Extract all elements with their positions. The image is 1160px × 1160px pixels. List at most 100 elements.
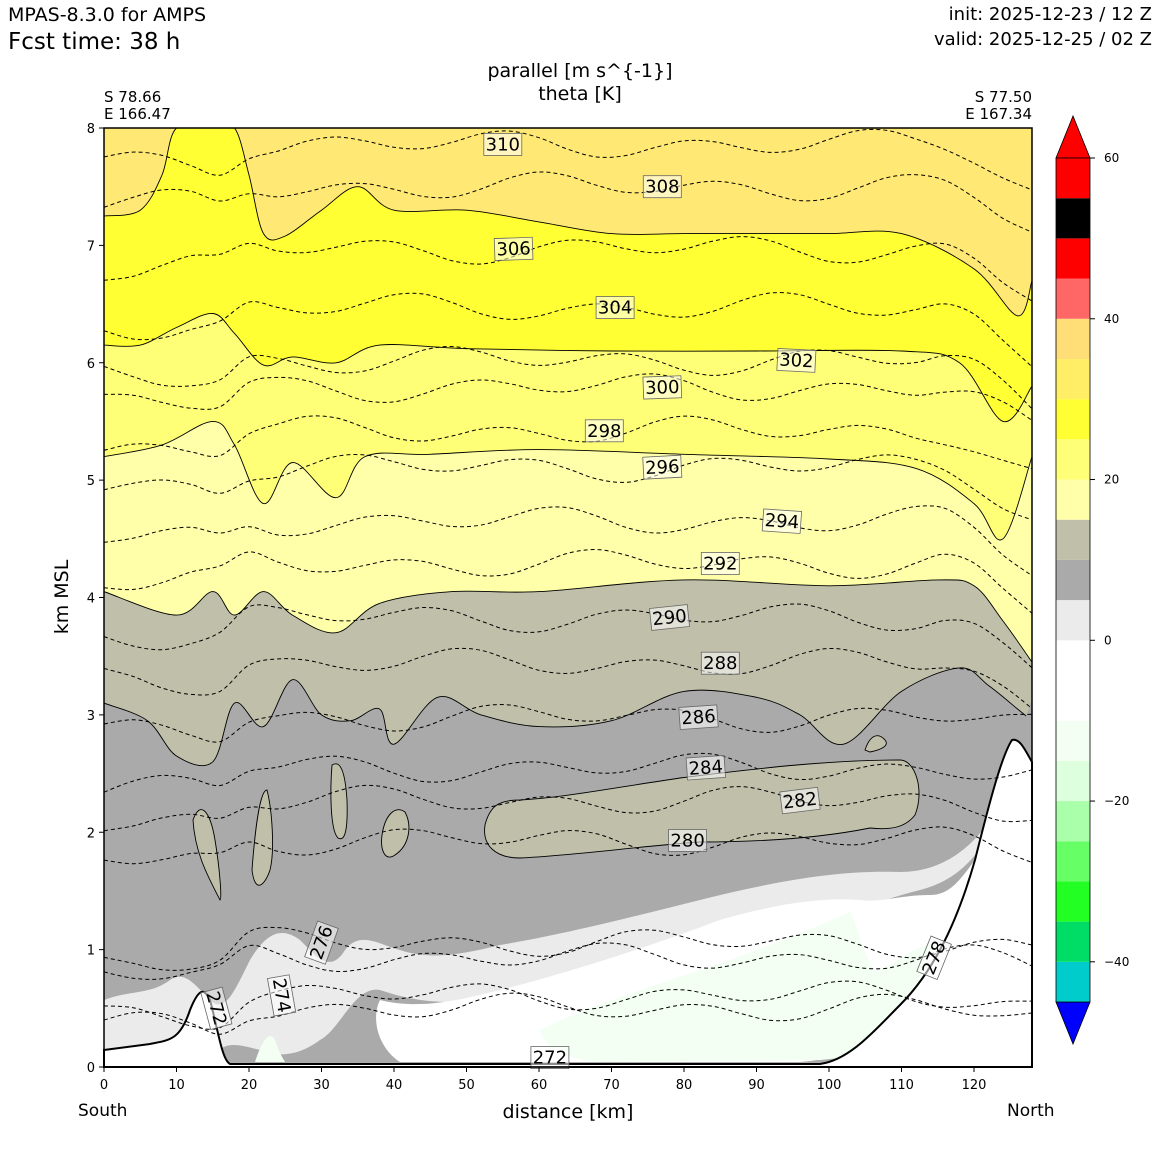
theta-label-box — [267, 974, 297, 1017]
theta-label-box — [700, 552, 740, 575]
theta-label-text: 294 — [764, 510, 800, 533]
wind-blob-5 — [484, 759, 920, 859]
colorbar-segment — [1056, 801, 1090, 842]
theta-label-box — [493, 236, 534, 261]
left-endpoint-lon: E 166.47 — [104, 105, 171, 123]
theta-label-box — [200, 986, 233, 1030]
colorbar-segment — [1056, 961, 1090, 1002]
y-tick-label: 0 — [87, 1061, 95, 1076]
theta-label-box — [642, 175, 682, 199]
theta-label-box — [668, 829, 707, 852]
colorbar: 60 40 20 0 −20 −40 — [1055, 114, 1129, 1046]
theta-label-text: 282 — [782, 789, 819, 814]
theta-contour-288 — [104, 647, 1032, 709]
wind-blob-4 — [381, 809, 410, 858]
x-tick-label: 100 — [817, 1078, 842, 1093]
theta-label-box — [916, 935, 952, 981]
theta-label-286: 286 — [678, 704, 719, 730]
chart-subtitle: theta [K] — [538, 83, 622, 105]
colorbar-tick-label: 40 — [1104, 312, 1119, 326]
chart-title: parallel [m s^{-1}] — [487, 60, 673, 82]
theta-contour-278 — [104, 942, 1032, 980]
colorbar-tick-label: −20 — [1104, 794, 1129, 808]
wind-band-10-15 — [104, 790, 1005, 1055]
theta-label-box — [649, 604, 690, 631]
theta-label-box — [304, 920, 339, 965]
colorbar-tick-label: 60 — [1104, 151, 1119, 165]
theta-label-text: 292 — [703, 554, 737, 575]
theta-label-box — [642, 375, 683, 400]
theta-label-296: 296 — [642, 454, 683, 480]
wind-blob-1 — [192, 809, 222, 901]
theta-contour-290 — [104, 603, 1032, 669]
theta-label-text: 284 — [688, 757, 724, 780]
theta-label-text: 280 — [670, 831, 704, 852]
theta-label-box — [779, 786, 821, 815]
x-tick-label: 50 — [458, 1078, 475, 1093]
theta-contour-296 — [104, 454, 1032, 521]
theta-label-288: 288 — [700, 651, 740, 675]
theta-label-298: 298 — [584, 419, 624, 443]
y-tick-label: 4 — [87, 592, 95, 607]
theta-label-text: 272 — [533, 1048, 567, 1069]
theta-contour-308 — [104, 171, 1032, 233]
y-tick-label: 5 — [87, 474, 95, 489]
theta-label-294: 294 — [761, 508, 803, 534]
wind-blob-2 — [251, 789, 273, 886]
wind-band-15-20 — [104, 700, 1032, 1032]
theta-label-280: 280 — [668, 829, 707, 852]
x-tick-label: 70 — [603, 1078, 620, 1093]
theta-label-box — [530, 1046, 570, 1069]
x-tick-label: 110 — [889, 1078, 914, 1093]
wind-band-neg-5-small — [255, 1036, 285, 1062]
forecast-time: Fcst time: 38 h — [8, 29, 181, 55]
theta-label-292: 292 — [700, 552, 740, 575]
theta-label-text: 298 — [587, 421, 621, 442]
theta-label-282: 282 — [779, 786, 821, 815]
theta-label-text: 288 — [703, 653, 737, 674]
theta-label-310: 310 — [483, 132, 523, 156]
colorbar-segment — [1056, 921, 1090, 962]
init-time: init: 2025-12-23 / 12 Z — [948, 4, 1152, 25]
theta-label-text: 290 — [651, 606, 687, 630]
x-tick-label: 40 — [386, 1078, 403, 1093]
colorbar-frame — [1055, 157, 1091, 1003]
theta-label-text: 304 — [598, 298, 632, 319]
y-tick-label: 8 — [87, 122, 95, 137]
x-tick-label: 60 — [531, 1078, 548, 1093]
theta-contour-284 — [104, 752, 1032, 793]
wind-band-35-45 — [104, 128, 1032, 317]
theta-contour-282 — [104, 784, 1032, 832]
colorbar-tick-label: 0 — [1104, 633, 1112, 647]
colorbar-segment — [1056, 841, 1090, 882]
colorbar-segment — [1056, 318, 1090, 359]
wind-band-neg-5 — [540, 912, 935, 1062]
y-tick-label: 6 — [87, 357, 95, 372]
theta-label-text: 286 — [681, 706, 717, 729]
theta-label-text: 308 — [645, 177, 679, 198]
theta-label-text: 302 — [779, 350, 814, 373]
y-tick-label: 7 — [87, 239, 95, 254]
model-title: MPAS-8.3.0 for AMPS — [8, 4, 207, 26]
colorbar-segment — [1056, 640, 1090, 681]
colorbar-segment — [1056, 720, 1090, 761]
theta-label-text: 300 — [645, 377, 680, 399]
colorbar-tick-label: 20 — [1104, 473, 1119, 487]
north-label: North — [1007, 1101, 1055, 1121]
theta-label-302: 302 — [776, 348, 817, 373]
right-endpoint-lat: S 77.50 — [974, 88, 1032, 106]
theta-label-box — [678, 704, 719, 730]
theta-label-290: 290 — [649, 604, 690, 631]
theta-label-box — [685, 754, 726, 781]
theta-contour-276 — [104, 926, 1032, 971]
x-tick-label: 10 — [168, 1078, 185, 1093]
colorbar-extend-high — [1055, 114, 1091, 159]
theta-contour-310 — [104, 128, 1032, 191]
theta-contour-302 — [104, 345, 1032, 410]
theta-label-text: 310 — [486, 134, 520, 155]
theta-label-284: 284 — [685, 754, 726, 781]
theta-contour-274 — [104, 980, 1032, 1030]
theta-label-box — [761, 508, 803, 534]
theta-contour-286 — [104, 704, 1032, 743]
